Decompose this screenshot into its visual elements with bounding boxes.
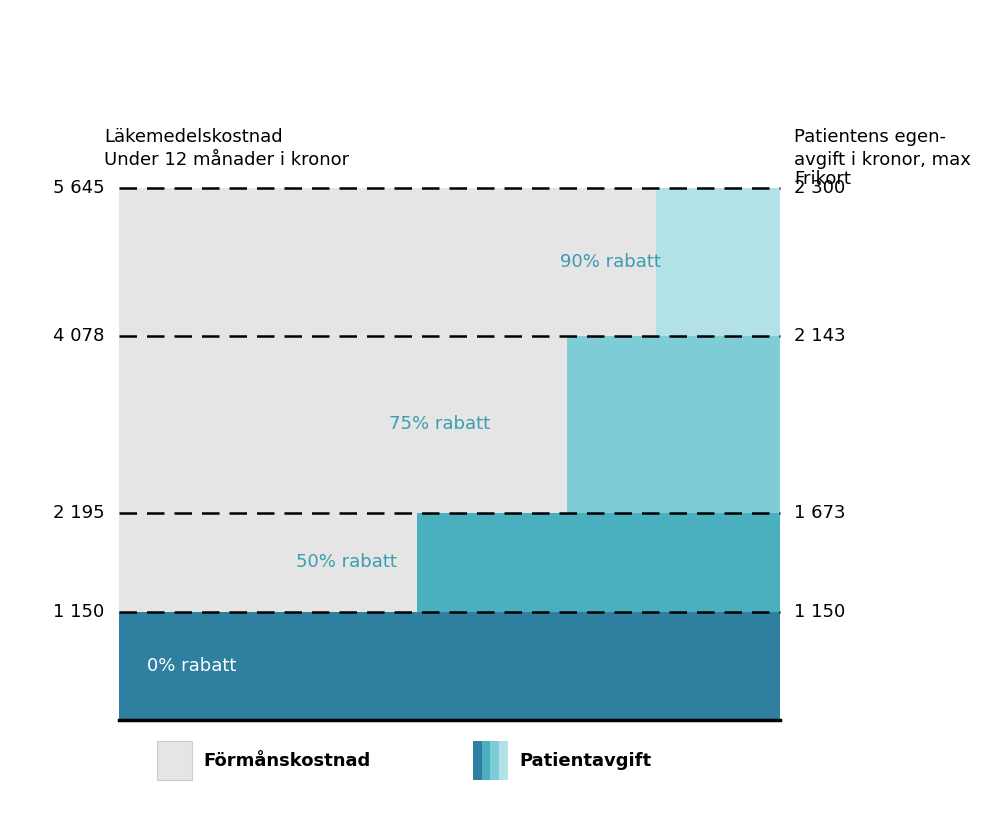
Text: 1 150: 1 150 [53,603,105,621]
Bar [157,741,192,780]
Bar [716,188,781,335]
Bar [119,188,656,335]
Bar [119,513,417,612]
Bar [417,513,716,612]
Text: 4 078: 4 078 [53,326,105,344]
Text: 2 300: 2 300 [794,179,846,197]
Bar [716,335,781,513]
Bar [656,188,716,335]
Text: Frikort: Frikort [794,170,852,188]
Text: 1 150: 1 150 [794,603,846,621]
Text: 75% rabatt: 75% rabatt [389,416,490,434]
Bar [119,612,716,720]
Text: 5 645: 5 645 [52,179,105,197]
Text: 50% rabatt: 50% rabatt [296,553,397,571]
Bar [473,741,482,780]
Bar [482,741,490,780]
Bar [499,741,508,780]
Text: 1 673: 1 673 [794,504,846,522]
Bar [567,335,716,513]
Bar [490,741,499,780]
Bar [716,612,781,720]
Text: Patientens egen-
avgift i kronor, max: Patientens egen- avgift i kronor, max [794,128,971,169]
Bar [716,513,781,612]
Text: 0% rabatt: 0% rabatt [147,657,236,675]
Text: 2 195: 2 195 [52,504,105,522]
Bar [119,335,567,513]
Text: Läkemedelskostnad
Under 12 månader i kronor: Läkemedelskostnad Under 12 månader i kro… [105,128,350,169]
Text: 90% rabatt: 90% rabatt [559,253,661,271]
Text: Patientavgift: Patientavgift [520,752,651,770]
Text: 2 143: 2 143 [794,326,846,344]
Text: Förmånskostnad: Förmånskostnad [204,752,370,770]
